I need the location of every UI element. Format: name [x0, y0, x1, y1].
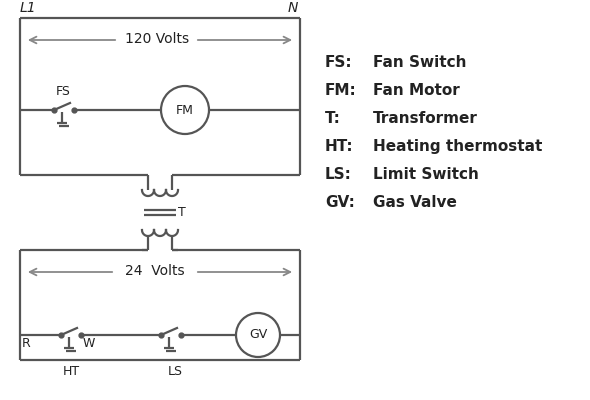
Text: 24  Volts: 24 Volts [125, 264, 185, 278]
Text: N: N [288, 1, 298, 15]
Text: Transformer: Transformer [373, 111, 478, 126]
Text: Heating thermostat: Heating thermostat [373, 139, 542, 154]
Text: HT:: HT: [325, 139, 353, 154]
Text: T:: T: [325, 111, 341, 126]
Text: Fan Switch: Fan Switch [373, 55, 467, 70]
Text: W: W [83, 337, 96, 350]
Text: FM: FM [176, 104, 194, 116]
Text: Limit Switch: Limit Switch [373, 167, 479, 182]
Text: GV: GV [249, 328, 267, 342]
Text: LS: LS [168, 365, 182, 378]
Text: HT: HT [63, 365, 80, 378]
Text: Gas Valve: Gas Valve [373, 195, 457, 210]
Text: FS: FS [56, 85, 71, 98]
Text: R: R [22, 337, 31, 350]
Text: L1: L1 [20, 1, 37, 15]
Text: GV:: GV: [325, 195, 355, 210]
Text: FS:: FS: [325, 55, 353, 70]
Text: LS:: LS: [325, 167, 352, 182]
Text: Fan Motor: Fan Motor [373, 83, 460, 98]
Text: T: T [178, 206, 186, 218]
Text: 120 Volts: 120 Volts [125, 32, 189, 46]
Text: FM:: FM: [325, 83, 357, 98]
